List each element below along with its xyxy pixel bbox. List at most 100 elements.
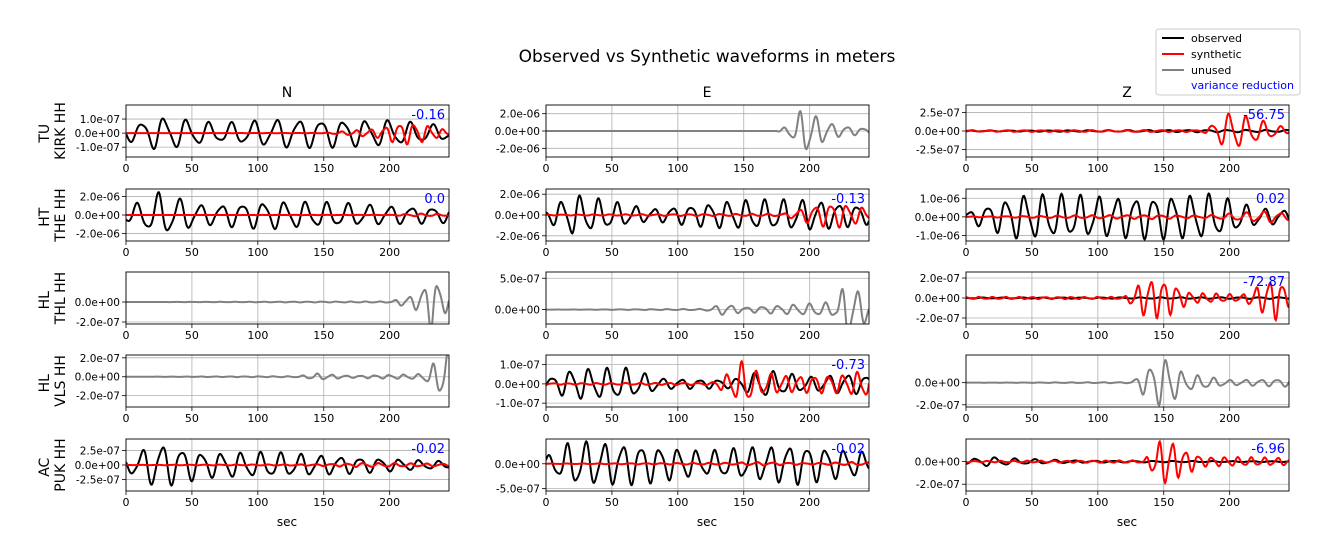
- panel-r4-n-ytick-label-2: -2.5e-07: [76, 474, 120, 486]
- panel-r2-z-variance-reduction: -72.87: [1243, 275, 1285, 290]
- panel-r0-n-variance-reduction: -0.16: [411, 108, 445, 123]
- panel-r3-n-ytick-label-1: 0.0e+00: [75, 372, 120, 384]
- panel-r2-e: 0 50 100 150 200 5.0e-07 0.0e+00: [495, 271, 870, 342]
- panel-r3-e-observed-trace: [546, 366, 869, 400]
- panel-r2-z: 0 50 100 150 200 2.0e-07 0.0e+00 -2.0e-07 -72.87: [915, 271, 1290, 342]
- panel-r1-e-ytick-label-1: 0.0e+00: [495, 210, 540, 222]
- panel-r0-z-xtick-label-1: 50: [1025, 162, 1039, 175]
- panel-r0-e-xtick-label-4: 200: [799, 162, 820, 175]
- row-label-0: TU KIRK HH: [37, 102, 69, 160]
- panel-r0-n-xtick-label-2: 100: [247, 162, 268, 175]
- panel-r0-z: 0 50 100 150 200 2.5e-07 0.0e+00 -2.5e-07 -56.75: [915, 104, 1290, 175]
- panel-r1-z-variance-reduction: 0.02: [1256, 192, 1285, 207]
- panel-r2-z-xtick-label-1: 50: [1025, 329, 1039, 342]
- panel-r4-n-ytick-label-1: 0.0e+00: [75, 460, 120, 472]
- figure-title: Observed vs Synthetic waveforms in meter…: [519, 47, 896, 67]
- panel-r3-n-xtick-label-1: 50: [185, 412, 199, 425]
- panel-r0-e-xtick-label-0: 0: [543, 162, 550, 175]
- panel-r2-e-ytick-label-0: 5.0e-07: [500, 273, 540, 285]
- legend-frame: [1155, 28, 1301, 96]
- row-label-0-station: KIRK HH: [53, 102, 69, 160]
- panel-r2-z-ytick-label-0: 2.0e-07: [920, 273, 960, 285]
- panel-r2-z-synthetic-trace: [966, 280, 1289, 323]
- panel-r4-e: 0 50 100 150 200 0.0e+00 -5.0e-07 -0.02: [495, 438, 870, 509]
- row-label-1: HT THE HH: [37, 188, 69, 242]
- panel-r0-n-synthetic-trace: [126, 124, 449, 146]
- panel-r4-e-variance-reduction: -0.02: [831, 442, 865, 457]
- row-label-2-network: HL: [37, 291, 53, 310]
- panel-r1-e-ytick-label-2: -2.0e-06: [496, 231, 540, 243]
- panel-r2-n-ytick-label-1: -2.0e-07: [76, 317, 120, 329]
- panel-r1-n-frame: [125, 188, 450, 242]
- panel-r4-n-frame: [125, 438, 450, 492]
- legend-label-observed: observed: [1191, 32, 1242, 45]
- panel-r3-z: 0 50 100 150 200 0.0e+00 -2.0e-07: [915, 354, 1290, 425]
- panel-r1-e-xtick-label-3: 150: [733, 246, 754, 259]
- panel-r3-e-xtick-label-2: 100: [667, 412, 688, 425]
- panel-r4-e-xtick-label-1: 50: [605, 496, 619, 509]
- column-title-n: N: [282, 85, 292, 101]
- legend-label-synthetic: synthetic: [1191, 48, 1242, 61]
- panel-r2-z-xtick-label-2: 100: [1087, 329, 1108, 342]
- panel-r3-z-xtick-label-1: 50: [1025, 412, 1039, 425]
- panel-r0-z-frame: [965, 104, 1290, 158]
- panel-r4-n: 0 50 100 150 200 2.5e-07 0.0e+00 -2.5e-07 -0.02: [75, 438, 450, 509]
- panels: 0 50 100 150 200 1.0e-07 0.0e+00 -1.0e-07 -0.16 0…: [75, 104, 1290, 509]
- panel-r0-z-xtick-label-0: 0: [963, 162, 970, 175]
- panel-r0-e: 0 50 100 150 200 2.0e-06 0.0e+00 -2.0e-06: [495, 104, 870, 175]
- panel-r1-n-ytick-label-1: 0.0e+00: [75, 210, 120, 222]
- panel-r1-n: 0 50 100 150 200 2.0e-06 0.0e+00 -2.0e-06 0.0: [75, 188, 450, 259]
- panel-r4-n-ytick-label-0: 2.5e-07: [80, 446, 120, 458]
- panel-r2-e-xtick-label-1: 50: [605, 329, 619, 342]
- panel-r4-z: 0 50 100 150 200 0.0e+00 -2.0e-07 -6.96: [915, 438, 1290, 509]
- panel-r3-n-xtick-label-2: 100: [247, 412, 268, 425]
- panel-r2-e-xtick-label-4: 200: [799, 329, 820, 342]
- panel-r1-n-variance-reduction: 0.0: [424, 192, 445, 207]
- panel-r0-z-ytick-label-2: -2.5e-07: [916, 145, 960, 157]
- panel-r4-z-frame: [965, 438, 1290, 492]
- panel-r0-z-ytick-label-1: 0.0e+00: [915, 126, 960, 138]
- panel-r4-n-synthetic-trace: [126, 461, 449, 468]
- panel-r0-z-synthetic-trace: [966, 112, 1289, 148]
- panel-r1-n-observed-trace: [126, 191, 449, 232]
- panel-r4-z-xtick-label-3: 150: [1153, 496, 1174, 509]
- panel-r1-e-xtick-label-0: 0: [543, 246, 550, 259]
- panel-r4-z-variance-reduction: -6.96: [1251, 442, 1285, 457]
- panel-r1-z-frame: [965, 188, 1290, 242]
- panel-r3-n-ytick-label-2: -2.0e-07: [76, 391, 120, 403]
- panel-r4-e-xtick-label-0: 0: [543, 496, 550, 509]
- panel-r0-e-unused-trace: [546, 110, 869, 151]
- column-title-z: Z: [1122, 85, 1132, 101]
- panel-r3-n-frame: [125, 354, 450, 408]
- panel-r3-z-xtick-label-4: 200: [1219, 412, 1240, 425]
- panel-r2-z-ytick-label-2: -2.0e-07: [916, 313, 960, 325]
- panel-r0-n: 0 50 100 150 200 1.0e-07 0.0e+00 -1.0e-07 -0.16: [75, 104, 450, 175]
- panel-r4-n-xtick-label-1: 50: [185, 496, 199, 509]
- panel-r4-n-variance-reduction: -0.02: [411, 442, 445, 457]
- row-label-2-station: THL HH: [53, 272, 69, 325]
- panel-r3-e: 0 50 100 150 200 1.0e-07 0.0e+00 -1.0e-07 -0.73: [495, 354, 870, 425]
- panel-r1-e-xtick-label-2: 100: [667, 246, 688, 259]
- panel-r2-n: 0 50 100 150 200 0.0e+00 -2.0e-07: [75, 271, 450, 342]
- panel-r1-e-synthetic-trace: [546, 204, 869, 229]
- panel-r3-e-ytick-label-0: 1.0e-07: [500, 360, 540, 372]
- panel-r4-e-xtick-label-4: 200: [799, 496, 820, 509]
- legend: observed synthetic unused variance reduc…: [1155, 28, 1301, 96]
- panel-r0-e-ytick-label-0: 2.0e-06: [500, 109, 541, 121]
- panel-r0-e-xtick-label-2: 100: [667, 162, 688, 175]
- panel-r0-n-xtick-label-3: 150: [313, 162, 334, 175]
- column-titles: N E Z: [282, 85, 1132, 101]
- panel-r1-z-ytick-label-0: 1.0e-06: [920, 193, 961, 205]
- panel-r2-e-xtick-label-3: 150: [733, 329, 754, 342]
- panel-r3-e-xtick-label-0: 0: [543, 412, 550, 425]
- panel-r3-e-ytick-label-2: -1.0e-07: [496, 398, 540, 410]
- x-axis-label-e: sec: [697, 515, 717, 529]
- row-label-4-station: PUK HH: [53, 438, 69, 491]
- panel-r1-z-xtick-label-1: 50: [1025, 246, 1039, 259]
- panel-r2-z-xtick-label-3: 150: [1153, 329, 1174, 342]
- row-label-2: HL THL HH: [37, 272, 69, 325]
- panel-r4-e-xtick-label-2: 100: [667, 496, 688, 509]
- panel-r1-z-observed-trace: [966, 192, 1289, 241]
- panel-r1-z-xtick-label-0: 0: [963, 246, 970, 259]
